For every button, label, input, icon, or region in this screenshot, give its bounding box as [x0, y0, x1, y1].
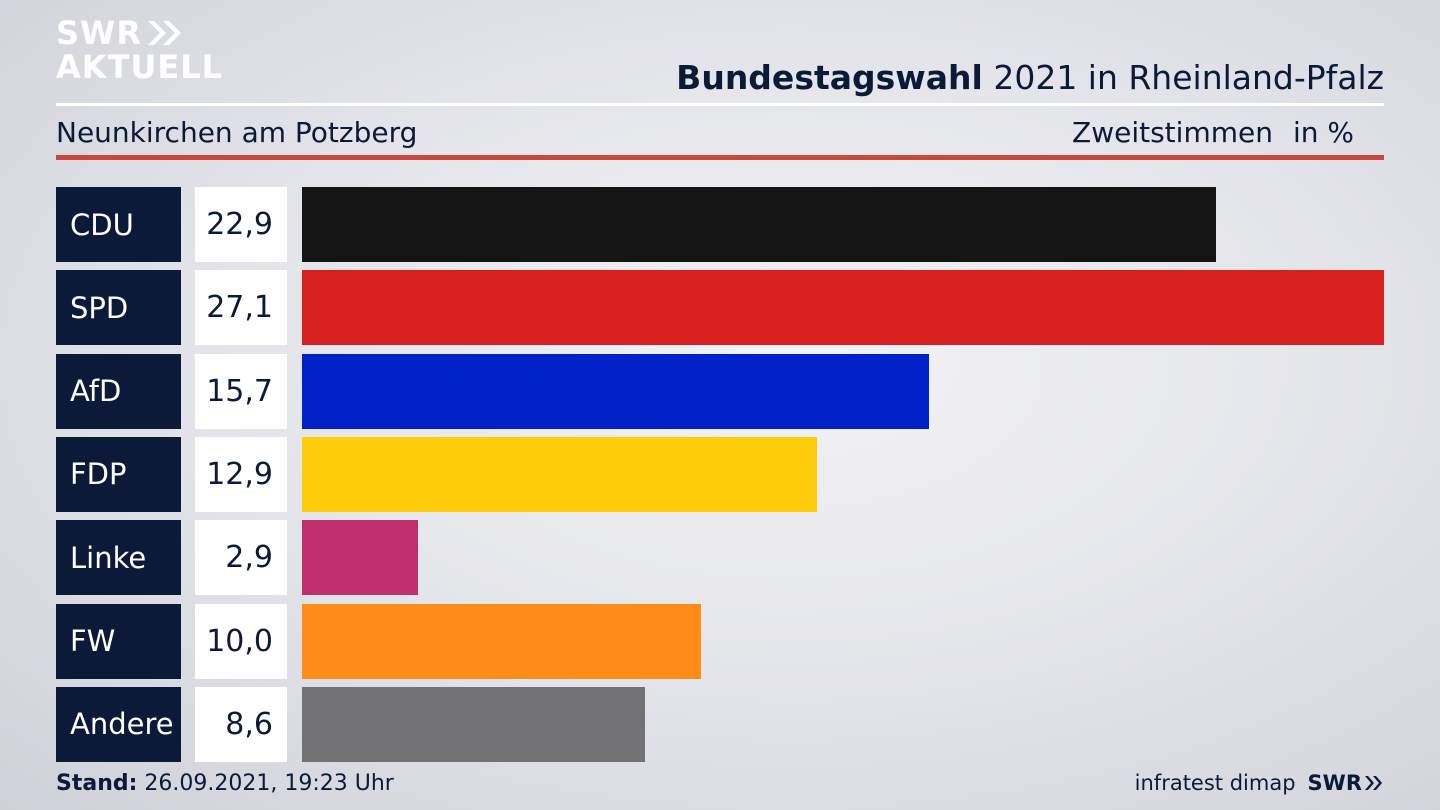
value-label: 8,6 [195, 686, 287, 762]
value-label: 22,9 [195, 187, 287, 262]
bar-row: FW 10,0 [56, 603, 1384, 679]
swr-aktuell-logo: SWR AKTUELL [56, 16, 223, 84]
timestamp: Stand: 26.09.2021, 19:23 Uhr [56, 771, 394, 796]
bar-row: Linke 2,9 [56, 520, 1384, 596]
swr-brand-logo: SWR [1308, 771, 1384, 795]
stand-label: Stand: [56, 771, 138, 796]
page-title: Bundestagswahl 2021 in Rheinland-Pfalz [676, 58, 1384, 97]
bar [302, 353, 929, 429]
measure-unit: in % [1292, 116, 1354, 149]
bar [302, 603, 702, 679]
bar-row: Andere 8,6 [56, 686, 1384, 762]
bar-row: AfD 15,7 [56, 353, 1384, 429]
stand-value: 26.09.2021, 19:23 Uhr [144, 771, 394, 796]
header-divider [56, 103, 1384, 106]
party-label: AfD [56, 353, 181, 429]
value-label: 10,0 [195, 603, 287, 679]
value-label: 2,9 [195, 520, 287, 596]
bar [302, 270, 1384, 346]
value-label: 12,9 [195, 436, 287, 512]
brand-text: SWR [1307, 771, 1362, 795]
region-name: Neunkirchen am Potzberg [56, 116, 418, 149]
subtitle-divider [56, 155, 1384, 160]
bar-row: CDU 22,9 [56, 187, 1384, 262]
party-label: SPD [56, 270, 181, 346]
party-label: CDU [56, 187, 181, 262]
bar [302, 187, 1217, 262]
logo-line1: SWR [56, 14, 142, 52]
brand-chevron-icon [1365, 776, 1382, 790]
title-rest: 2021 in Rheinland-Pfalz [993, 58, 1384, 97]
bar-row: FDP 12,9 [56, 436, 1384, 512]
bar [302, 520, 418, 596]
party-label: FW [56, 603, 181, 679]
bar [302, 686, 646, 762]
party-label: Andere [56, 686, 181, 762]
measure-label: Zweitstimmen in % [1072, 116, 1354, 149]
title-bold: Bundestagswahl [676, 58, 983, 97]
bar [302, 436, 818, 512]
party-label: Linke [56, 520, 181, 596]
bar-row: SPD 27,1 [56, 270, 1384, 346]
source-name: infratest dimap [1134, 771, 1296, 795]
value-label: 15,7 [195, 353, 287, 429]
source-credit: infratest dimap SWR [1135, 771, 1384, 795]
party-label: FDP [56, 436, 181, 512]
value-label: 27,1 [195, 270, 287, 346]
measure-type: Zweitstimmen [1072, 116, 1273, 149]
logo-line2: AKTUELL [56, 48, 224, 86]
logo-chevron-icon [146, 19, 184, 47]
